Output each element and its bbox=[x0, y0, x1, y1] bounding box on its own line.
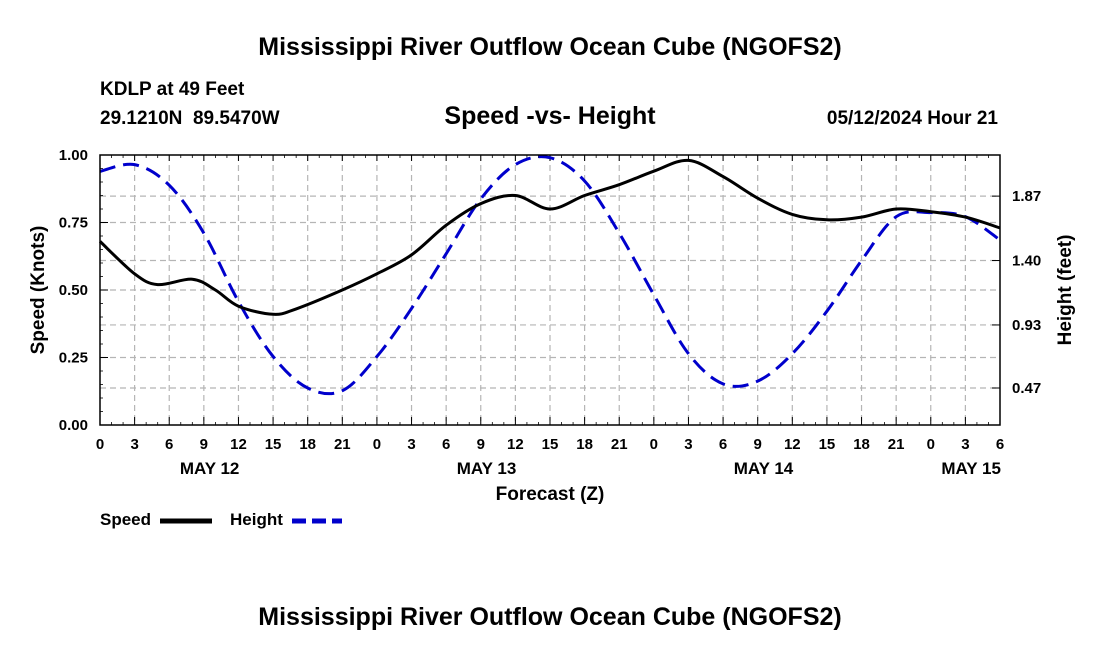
x-tick-label: 3 bbox=[130, 436, 138, 453]
legend-label-speed: Speed bbox=[100, 510, 151, 529]
date-label: MAY 13 bbox=[457, 459, 517, 478]
x-tick-label: 18 bbox=[299, 436, 316, 453]
y2-tick-label: 0.47 bbox=[1012, 380, 1041, 397]
x-tick-label: 9 bbox=[477, 436, 485, 453]
x-axis-label: Forecast (Z) bbox=[496, 484, 605, 505]
grid bbox=[100, 155, 1000, 425]
x-tick-label: 0 bbox=[927, 436, 935, 453]
footer-title: Mississippi River Outflow Ocean Cube (NG… bbox=[258, 603, 841, 631]
series-line-height bbox=[99, 155, 1001, 396]
x-tick-label: 18 bbox=[853, 436, 870, 453]
x-tick-label: 3 bbox=[961, 436, 969, 453]
x-tick-label: 12 bbox=[230, 436, 247, 453]
y-tick-label: 1.00 bbox=[59, 147, 88, 164]
x-tick-label: 15 bbox=[542, 436, 559, 453]
x-tick-label: 0 bbox=[650, 436, 658, 453]
legend-label-height: Height bbox=[230, 510, 283, 529]
y2-tick-label: 1.40 bbox=[1012, 253, 1041, 270]
x-tick-label: 12 bbox=[507, 436, 524, 453]
series-line-speed bbox=[98, 158, 1001, 316]
y-tick-label: 0.00 bbox=[59, 417, 88, 434]
x-tick-label: 6 bbox=[996, 436, 1004, 453]
page-title: Mississippi River Outflow Ocean Cube (NG… bbox=[258, 33, 841, 61]
series-lines bbox=[98, 155, 1001, 396]
y2-tick-label: 1.87 bbox=[1012, 188, 1041, 205]
date-label: MAY 14 bbox=[734, 459, 794, 478]
tick-labels: 0 3 6 9 12 15 18 21 0 3 6 9 12 15 18 21 0 3 6 9 12 15 18 21 0 3 6M… bbox=[59, 147, 1041, 478]
run-time: 05/12/2024 Hour 21 bbox=[827, 108, 999, 129]
x-tick-label: 0 bbox=[373, 436, 381, 453]
x-tick-label: 21 bbox=[611, 436, 628, 453]
x-tick-label: 21 bbox=[888, 436, 905, 453]
x-tick-label: 0 bbox=[96, 436, 104, 453]
date-label: MAY 12 bbox=[180, 459, 240, 478]
y2-tick-label: 0.93 bbox=[1012, 317, 1041, 334]
x-tick-label: 3 bbox=[407, 436, 415, 453]
chart-title: Speed -vs- Height bbox=[444, 102, 656, 130]
y2-axis-label: Height (feet) bbox=[1055, 235, 1076, 346]
y-tick-label: 0.50 bbox=[59, 282, 88, 299]
x-tick-label: 6 bbox=[442, 436, 450, 453]
x-tick-label: 15 bbox=[819, 436, 836, 453]
x-tick-label: 12 bbox=[784, 436, 801, 453]
y-tick-label: 0.75 bbox=[59, 215, 88, 232]
x-tick-label: 6 bbox=[719, 436, 727, 453]
x-tick-label: 21 bbox=[334, 436, 351, 453]
x-tick-label: 6 bbox=[165, 436, 173, 453]
legend: Speed Height bbox=[100, 510, 342, 529]
x-tick-label: 9 bbox=[754, 436, 762, 453]
x-tick-label: 3 bbox=[684, 436, 692, 453]
x-tick-label: 15 bbox=[265, 436, 282, 453]
y-axis-label: Speed (Knots) bbox=[28, 226, 49, 355]
x-tick-label: 18 bbox=[576, 436, 593, 453]
station-coords: 29.1210N 89.5470W bbox=[100, 108, 280, 129]
station-name: KDLP at 49 Feet bbox=[100, 79, 245, 100]
y-tick-label: 0.25 bbox=[59, 350, 88, 367]
plot-frame bbox=[99, 154, 1001, 426]
x-tick-label: 9 bbox=[200, 436, 208, 453]
date-label: MAY 15 bbox=[941, 459, 1001, 478]
